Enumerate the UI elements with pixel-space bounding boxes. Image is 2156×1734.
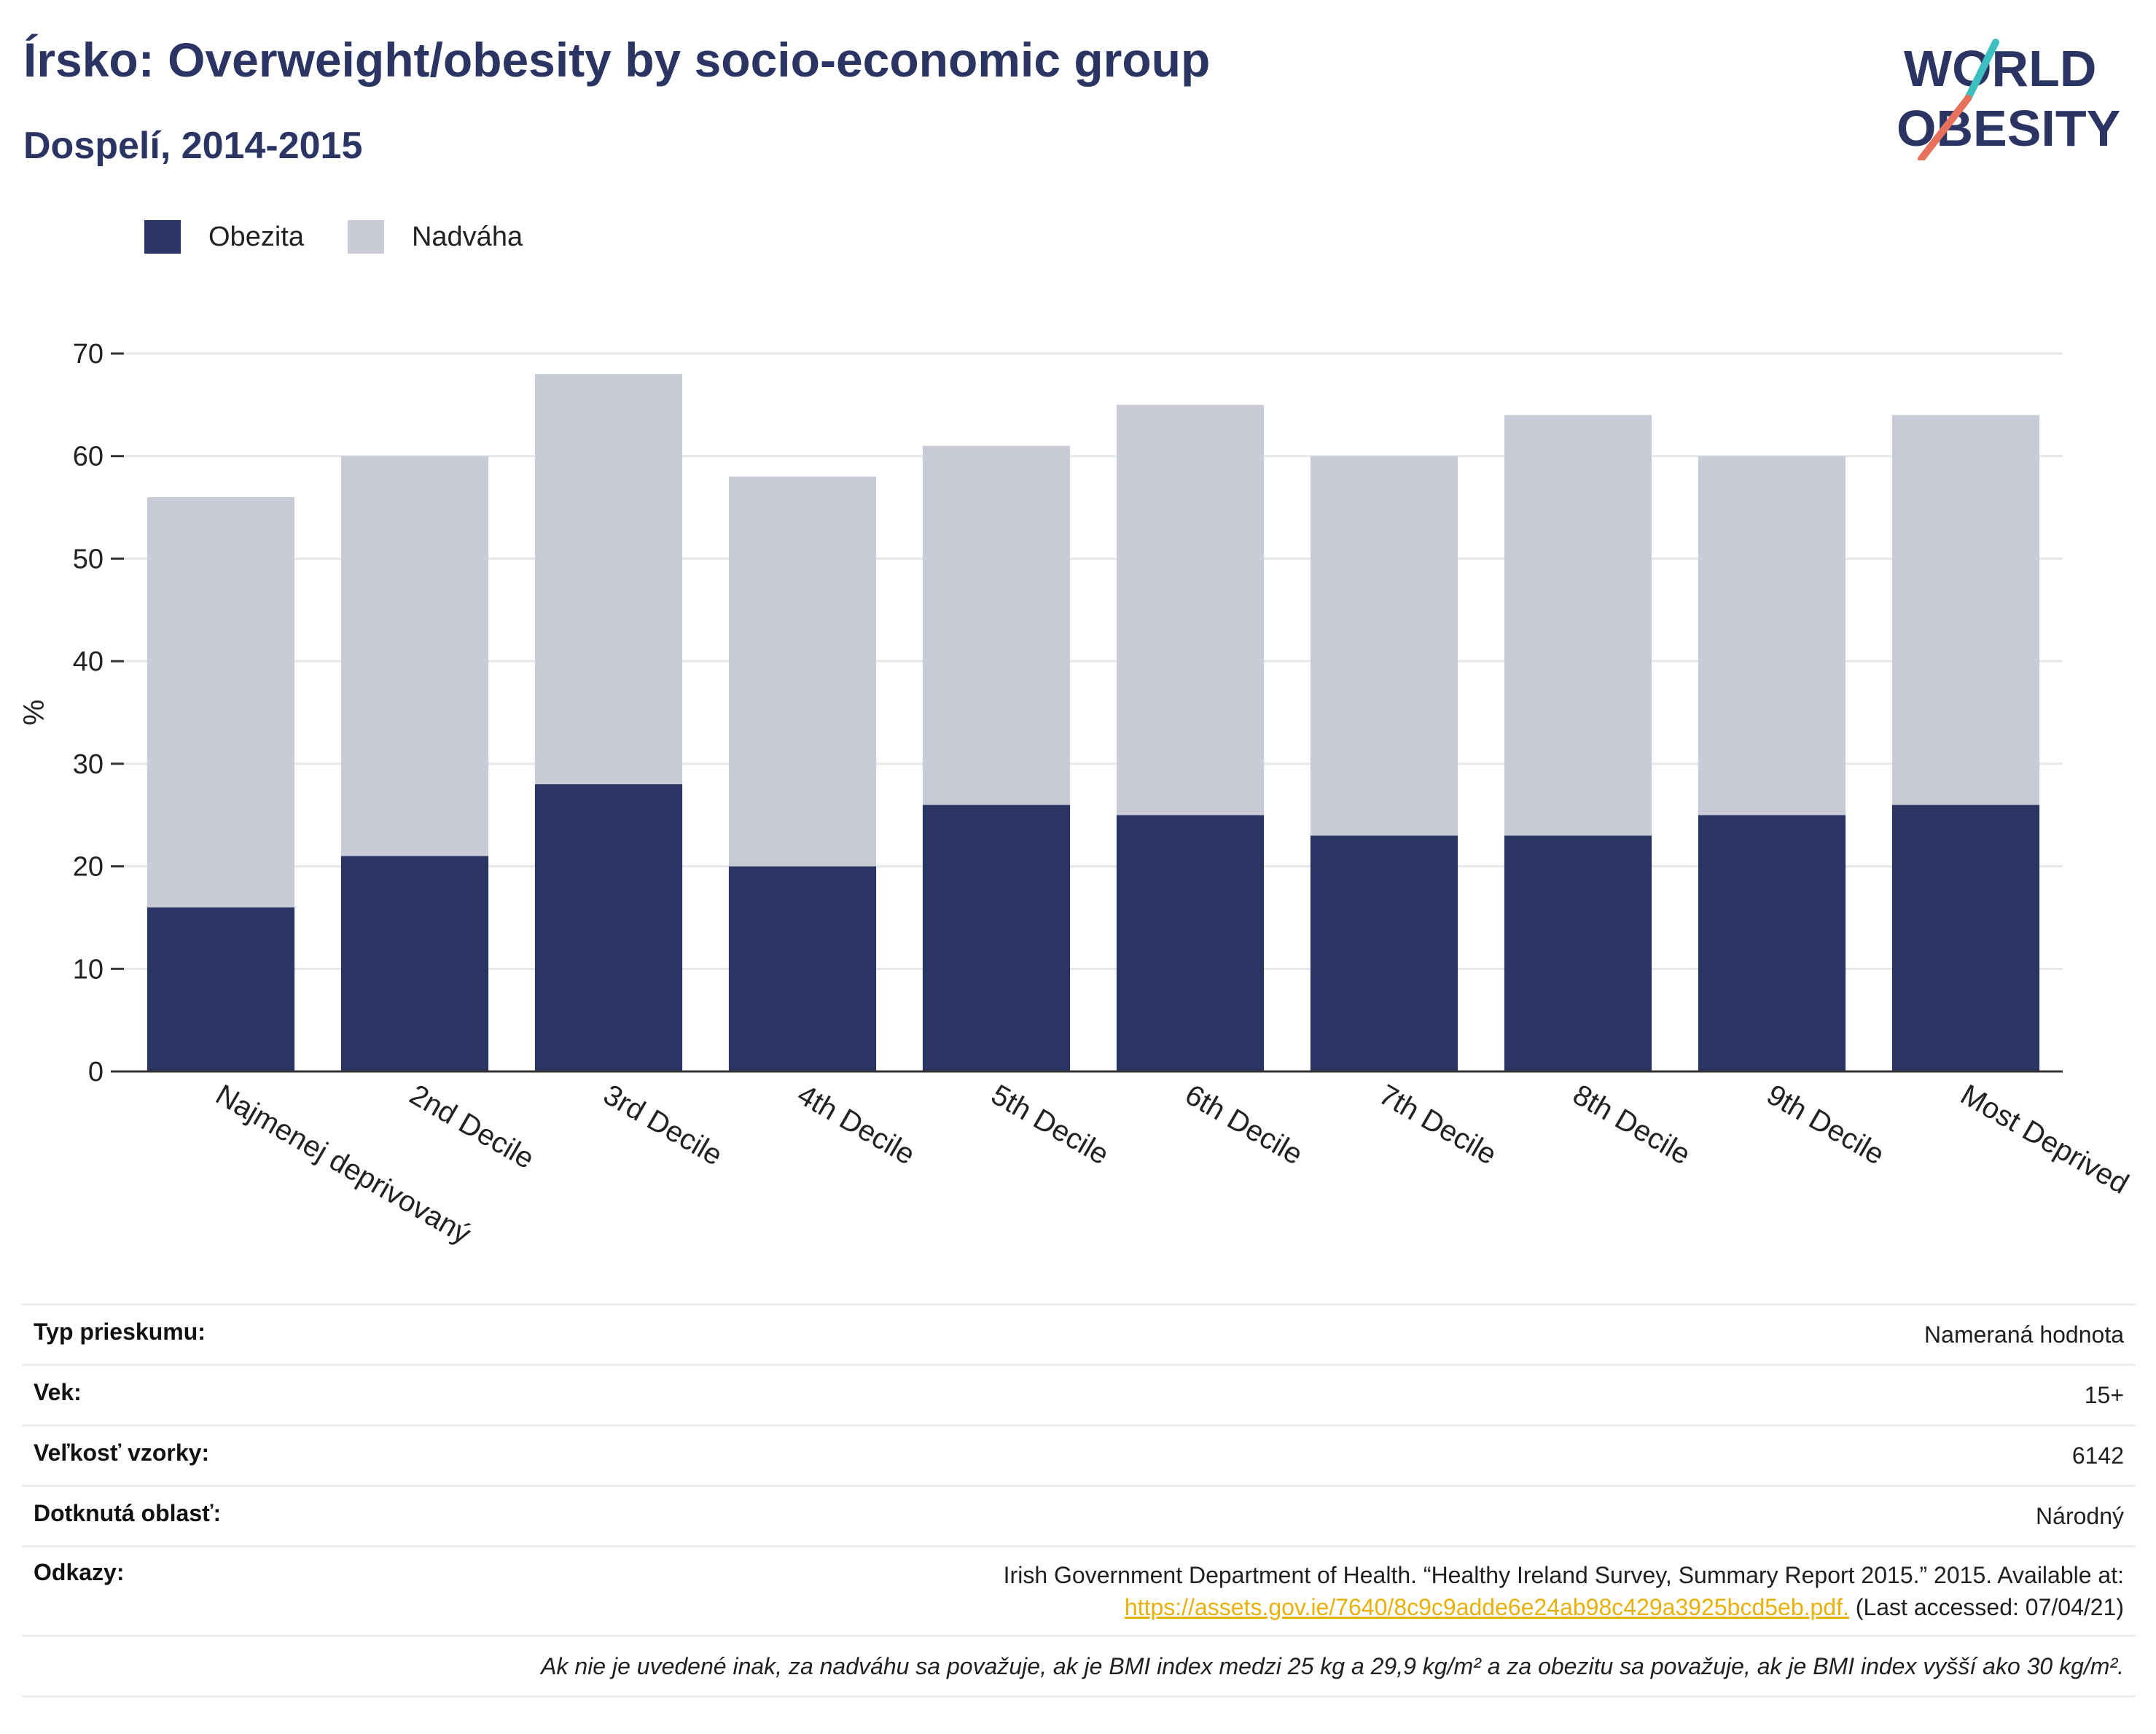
bar-nadvaha — [534, 374, 683, 784]
x-tick-label: 5th Decile — [986, 1079, 1114, 1171]
x-tick-label: 6th Decile — [1180, 1079, 1308, 1171]
survey-type-value: Nameraná hodnota — [1924, 1321, 2124, 1348]
bar-obezita — [1891, 805, 2040, 1071]
references-text: Irish Government Department of Health. “… — [1003, 1562, 2124, 1588]
bar-nadvaha — [1891, 415, 2040, 805]
x-tick-label: 7th Decile — [1374, 1079, 1502, 1171]
bar-nadvaha — [1698, 456, 1846, 816]
bar-nadvaha — [1504, 415, 1652, 836]
legend: Obezita Nadváha — [144, 219, 566, 255]
bar-nadvaha — [147, 497, 295, 907]
y-tick-label: 0 — [88, 1057, 103, 1087]
references-link[interactable]: https://assets.gov.ie/7640/8c9c9adde6e24… — [1124, 1594, 1849, 1620]
survey-type-label: Typ prieskumu: — [34, 1319, 206, 1345]
y-tick-label: 40 — [73, 647, 103, 677]
info-row-references: Odkazy: Irish Government Department of H… — [22, 1545, 2136, 1635]
age-label: Vek: — [34, 1379, 82, 1405]
y-tick-label: 20 — [73, 852, 103, 883]
legend-swatch-obezita — [144, 220, 181, 254]
area-value: Národný — [2036, 1503, 2124, 1529]
y-tick-label: 10 — [73, 954, 103, 985]
bar-nadvaha — [922, 445, 1071, 805]
references-value: Irish Government Department of Health. “… — [1004, 1559, 2136, 1623]
survey-info-table: Typ prieskumu: Nameraná hodnota Vek: 15+… — [22, 1303, 2136, 1698]
legend-label-obezita: Obezita — [208, 221, 304, 252]
bar-nadvaha — [728, 476, 877, 867]
x-tick-label: 2nd Decile — [405, 1079, 540, 1176]
y-tick-label: 30 — [73, 749, 103, 780]
bar-obezita — [1698, 815, 1846, 1071]
bar-obezita — [1310, 835, 1458, 1071]
bar-obezita — [534, 784, 683, 1071]
legend-item-obezita[interactable]: Obezita — [144, 220, 304, 254]
y-tick-label: 70 — [73, 339, 103, 370]
bar-obezita — [728, 866, 877, 1071]
bar-obezita — [147, 907, 295, 1071]
x-tick-label: 3rd Decile — [598, 1079, 728, 1172]
x-tick-label: 4th Decile — [792, 1079, 921, 1171]
bar-obezita — [1116, 815, 1265, 1071]
bar-nadvaha — [1116, 405, 1265, 816]
sample-size-label: Veľkosť vzorky: — [34, 1440, 210, 1466]
info-row-sample-size: Veľkosť vzorky: 6142 — [22, 1424, 2136, 1485]
bmi-definition-note: Ak nie je uvedené inak, za nadváhu sa po… — [22, 1635, 2136, 1698]
bar-obezita — [1504, 835, 1652, 1071]
x-tick-label: Most Deprived — [1956, 1079, 2134, 1200]
bar-obezita — [922, 805, 1071, 1071]
bar-nadvaha — [1310, 456, 1458, 836]
world-obesity-logo: WORLD OBESITY — [1897, 39, 2120, 160]
y-tick-label: 50 — [73, 544, 103, 574]
info-row-survey-type: Typ prieskumu: Nameraná hodnota — [22, 1303, 2136, 1364]
references-label: Odkazy: — [34, 1559, 125, 1585]
legend-label-nadvaha: Nadváha — [411, 221, 523, 252]
references-suffix: (Last accessed: 07/04/21) — [1848, 1594, 2124, 1620]
x-tick-label: 9th Decile — [1762, 1079, 1890, 1171]
x-tick-label: 8th Decile — [1568, 1079, 1696, 1171]
bar-obezita — [340, 856, 489, 1071]
chart-title: Írsko: Overweight/obesity by socio-econo… — [23, 33, 1211, 87]
age-value: 15+ — [2084, 1382, 2124, 1408]
area-label: Dotknutá oblasť: — [34, 1500, 222, 1526]
legend-swatch-nadvaha — [347, 220, 384, 254]
info-row-age: Vek: 15+ — [22, 1364, 2136, 1424]
y-axis-label: % — [18, 700, 50, 726]
sample-size-value: 6142 — [2071, 1442, 2124, 1469]
bar-nadvaha — [340, 456, 489, 856]
chart-subtitle: Dospelí, 2014-2015 — [23, 125, 363, 167]
info-row-area: Dotknutá oblasť: Národný — [22, 1485, 2136, 1545]
svg-text:WORLD: WORLD — [1904, 40, 2096, 97]
legend-item-nadvaha[interactable]: Nadváha — [347, 220, 523, 254]
y-tick-label: 60 — [73, 442, 103, 472]
